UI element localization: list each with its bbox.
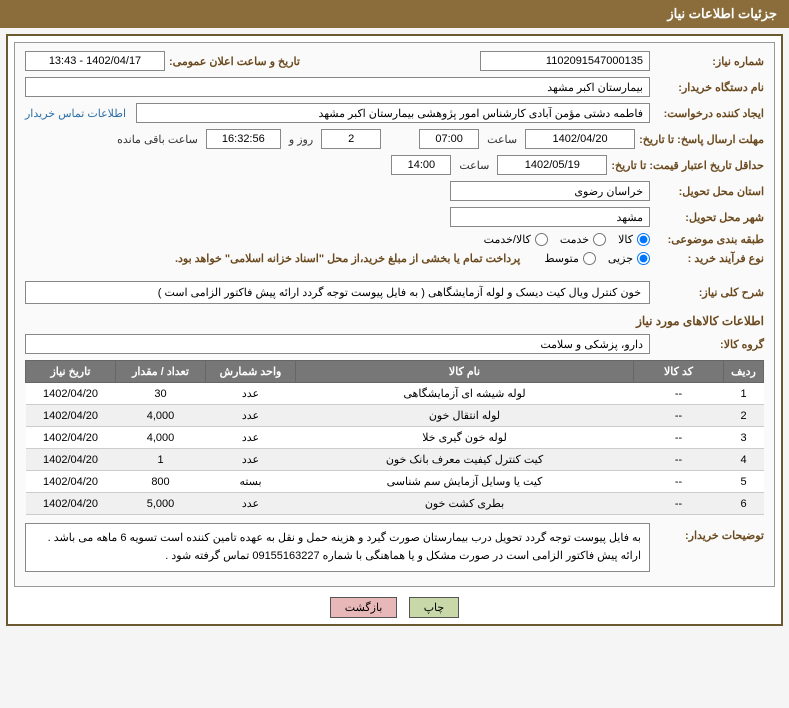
days-text: روز و (289, 133, 313, 146)
main-panel: شماره نیاز: تاریخ و ساعت اعلان عمومی: نا… (6, 34, 783, 626)
group-input[interactable] (25, 334, 650, 354)
hours-remaining-input (206, 129, 281, 149)
cat-goods-radio[interactable]: کالا (618, 233, 650, 246)
remaining-text: ساعت باقی مانده (117, 133, 198, 146)
province-label: استان محل تحویل: (654, 185, 764, 198)
print-button[interactable]: چاپ (409, 597, 460, 618)
th-qty: تعداد / مقدار (116, 361, 206, 383)
form-panel: شماره نیاز: تاریخ و ساعت اعلان عمومی: نا… (14, 42, 775, 587)
goods-section-title: اطلاعات کالاهای مورد نیاز (25, 314, 764, 328)
th-row: ردیف (724, 361, 764, 383)
buyer-note-box: به فایل پیوست توجه گردد تحویل درب بیمارس… (25, 523, 650, 572)
time-label-1: ساعت (487, 133, 517, 146)
th-name: نام کالا (296, 361, 634, 383)
category-label: طبقه بندی موضوعی: (654, 233, 764, 246)
table-row: 4--کیت کنترل کیفیت معرف بانک خونعدد11402… (26, 449, 764, 471)
announce-label: تاریخ و ساعت اعلان عمومی: (169, 55, 300, 68)
proc-medium-radio[interactable]: متوسط (544, 252, 596, 265)
process-label: نوع فرآیند خرید : (654, 252, 764, 265)
need-desc-box: خون کنترل ویال کیت دیسک و لوله آزمایشگاه… (25, 281, 650, 304)
cat-both-radio[interactable]: کالا/خدمت (484, 233, 548, 246)
need-desc-label: شرح کلی نیاز: (654, 286, 764, 299)
announce-input[interactable] (25, 51, 165, 71)
table-row: 2--لوله انتقال خونعدد4,0001402/04/20 (26, 405, 764, 427)
province-input[interactable] (450, 181, 650, 201)
th-date: تاریخ نیاز (26, 361, 116, 383)
goods-table: ردیف کد کالا نام کالا واحد شمارش تعداد /… (25, 360, 764, 515)
validity-date-input[interactable] (497, 155, 607, 175)
requester-label: ایجاد کننده درخواست: (654, 107, 764, 120)
table-row: 1--لوله شیشه ای آزمایشگاهیعدد301402/04/2… (26, 383, 764, 405)
proc-partial-radio[interactable]: جزیی (608, 252, 650, 265)
time-label-2: ساعت (459, 159, 489, 172)
buyer-note-label: توضیحات خریدار: (654, 523, 764, 542)
validity-label: حداقل تاریخ اعتبار قیمت: تا تاریخ: (611, 159, 764, 172)
deadline-time-input[interactable] (419, 129, 479, 149)
need-no-label: شماره نیاز: (654, 55, 764, 68)
th-code: کد کالا (634, 361, 724, 383)
cat-service-radio[interactable]: خدمت (560, 233, 606, 246)
table-row: 3--لوله خون گیری خلاعدد4,0001402/04/20 (26, 427, 764, 449)
table-row: 6--بطری کشت خونعدد5,0001402/04/20 (26, 493, 764, 515)
table-row: 5--کیت یا وسایل آزمایش سم شناسیبسته80014… (26, 471, 764, 493)
buyer-org-input[interactable] (25, 77, 650, 97)
city-input[interactable] (450, 207, 650, 227)
days-remaining-input (321, 129, 381, 149)
deadline-label: مهلت ارسال پاسخ: تا تاریخ: (639, 133, 764, 146)
button-row: چاپ بازگشت (14, 597, 775, 618)
buyer-org-label: نام دستگاه خریدار: (654, 81, 764, 94)
validity-time-input[interactable] (391, 155, 451, 175)
need-no-input[interactable] (480, 51, 650, 71)
group-label: گروه کالا: (654, 338, 764, 351)
requester-input[interactable] (136, 103, 650, 123)
contact-link[interactable]: اطلاعات تماس خریدار (25, 107, 126, 120)
th-unit: واحد شمارش (206, 361, 296, 383)
deadline-date-input[interactable] (525, 129, 635, 149)
page-header: جزئیات اطلاعات نیاز (0, 0, 789, 28)
city-label: شهر محل تحویل: (654, 211, 764, 224)
process-hint: پرداخت تمام یا بخشی از مبلغ خرید،از محل … (175, 252, 520, 265)
back-button[interactable]: بازگشت (330, 597, 398, 618)
